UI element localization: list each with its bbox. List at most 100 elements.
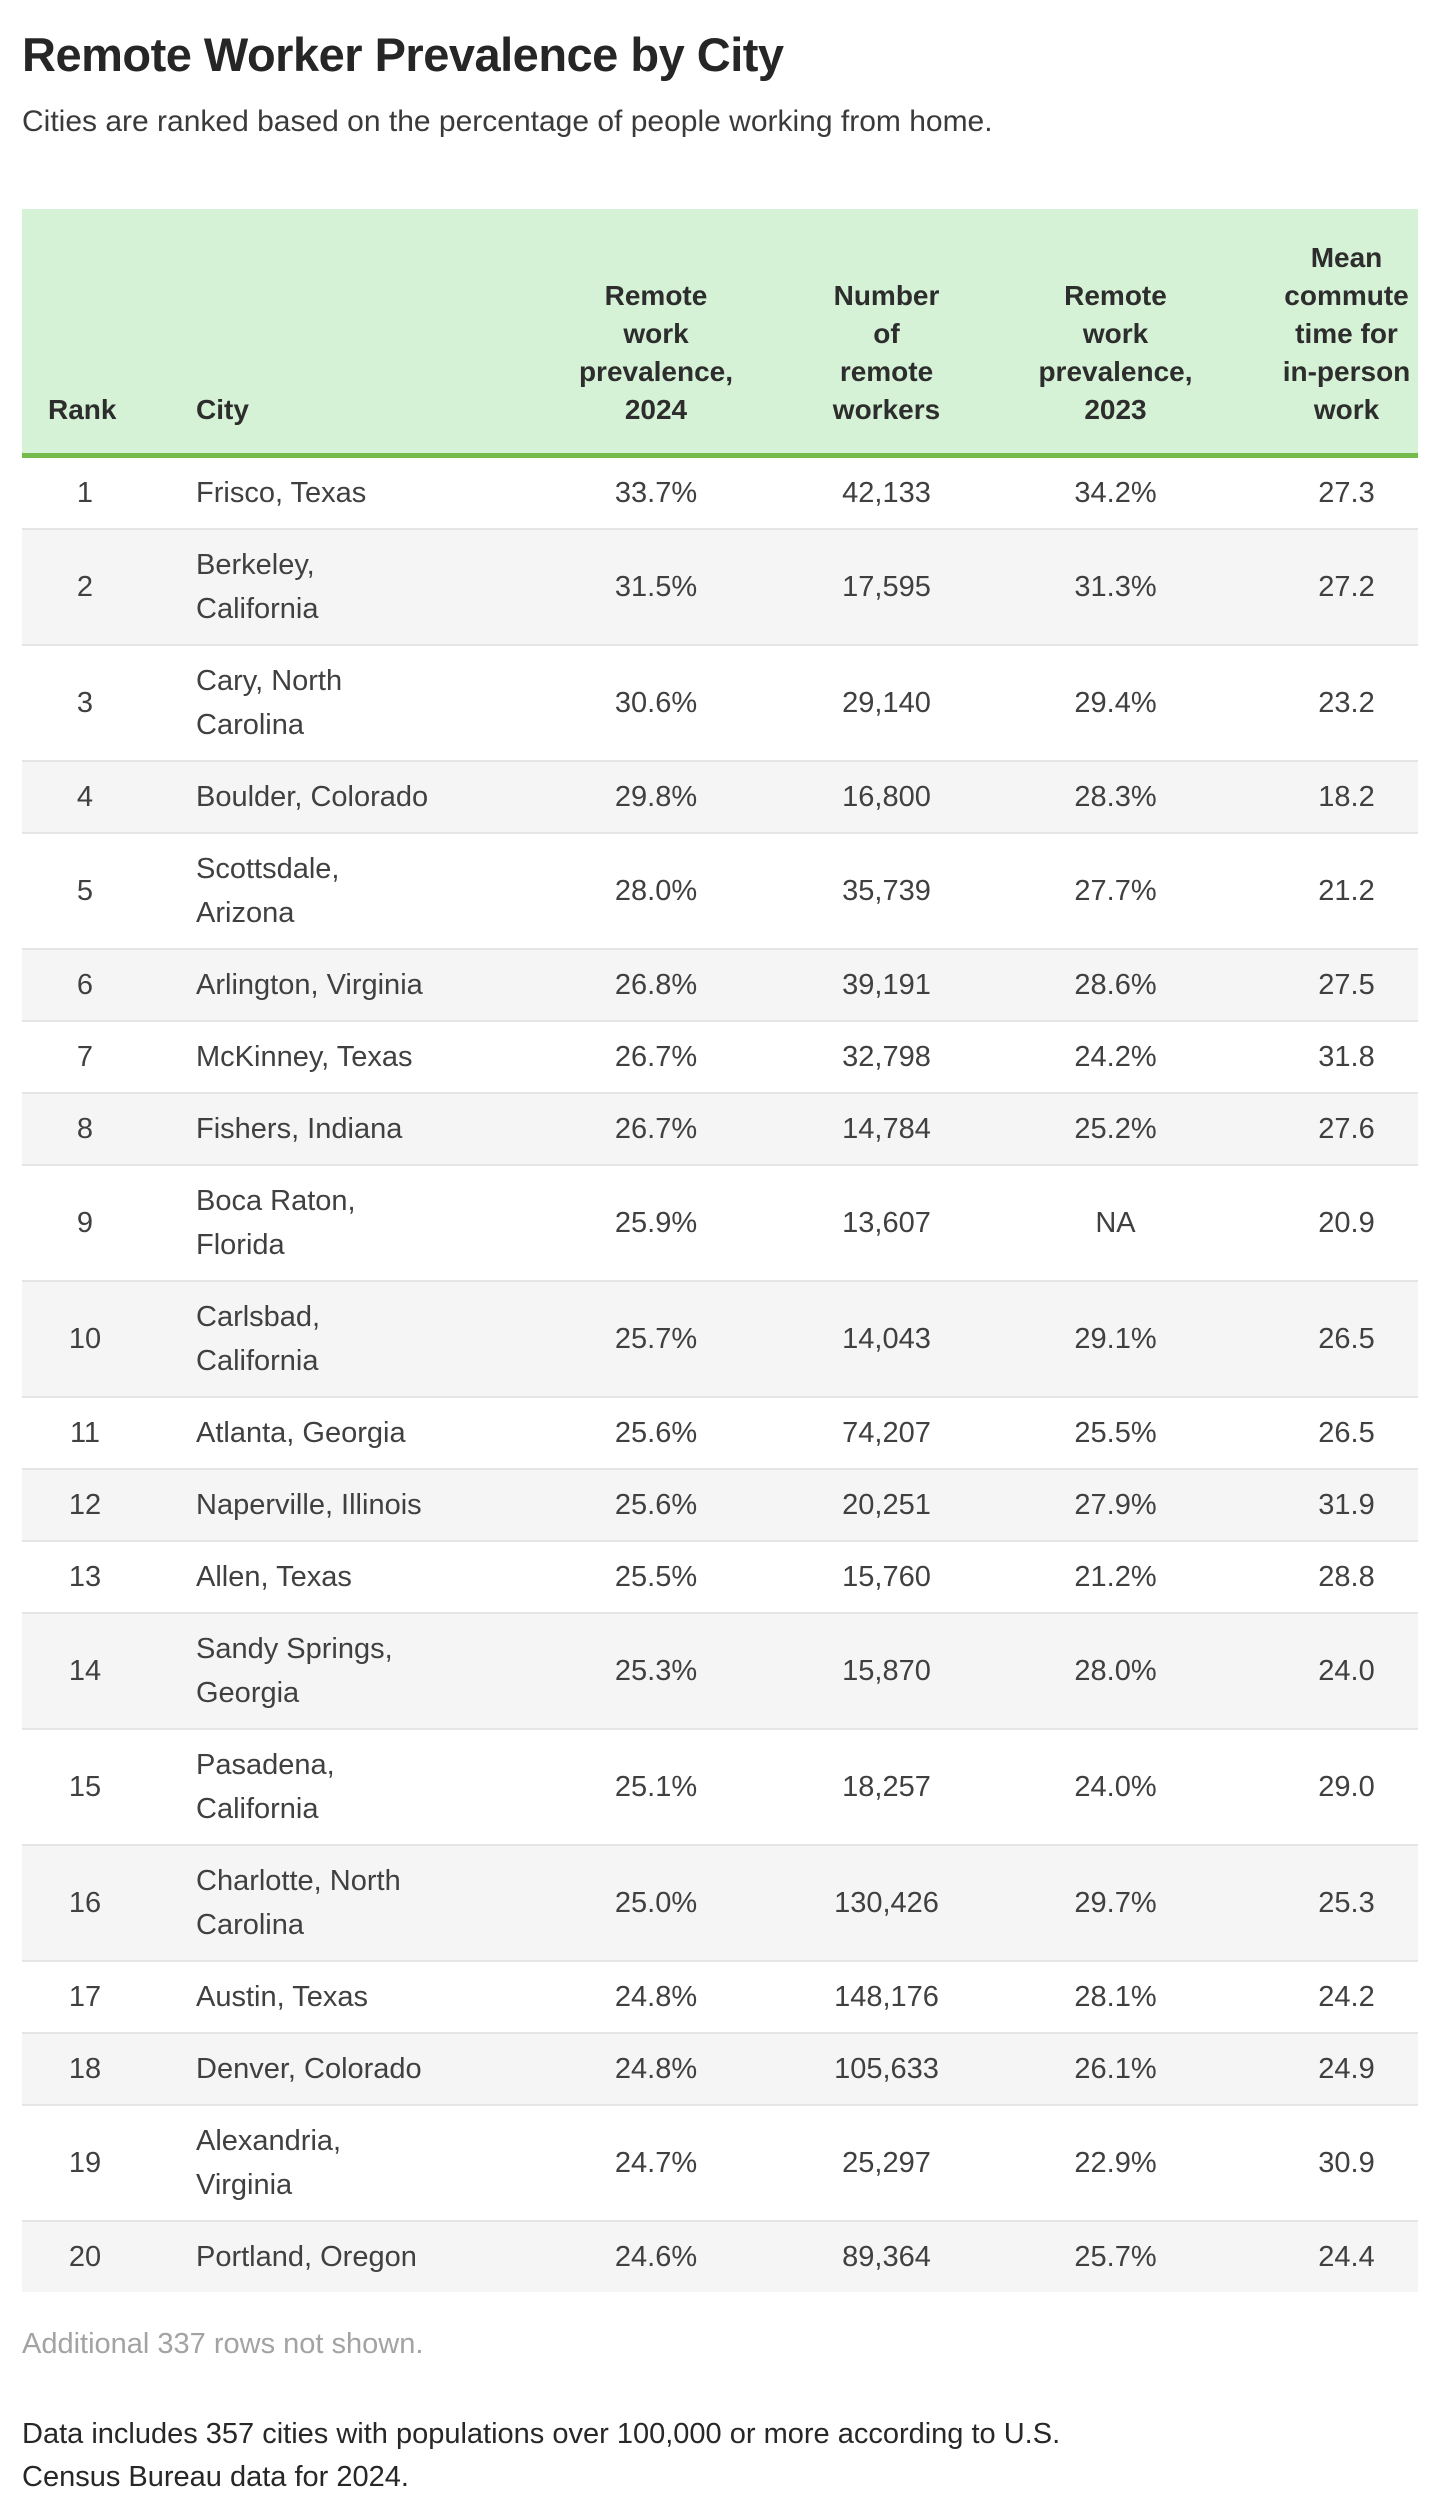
rank-cell: 20	[68, 2240, 102, 2273]
prevalence-2023-cell: 28.0%	[1074, 1654, 1157, 1687]
prevalence-2024-cell: 24.7%	[614, 2146, 698, 2179]
table-row: 11 Atlanta, Georgia 25.6% 74,207 25.5% 2…	[22, 1396, 1418, 1469]
commute-time-cell: 24.0	[1318, 1654, 1375, 1687]
city-cell: Berkeley, California	[196, 548, 319, 625]
prevalence-2024-cell: 24.8%	[614, 1980, 698, 2013]
commute-time-cell: 31.9	[1318, 1488, 1375, 1521]
city-cell: Naperville, Illinois	[196, 1488, 422, 1521]
prevalence-2023-cell: 21.2%	[1074, 1560, 1157, 1593]
table-header-row: Rank City Remote work prevalence, 2024 N…	[22, 208, 1418, 456]
city-cell: Atlanta, Georgia	[196, 1416, 406, 1449]
commute-time-cell: 23.2	[1318, 686, 1375, 719]
commute-time-cell: 24.2	[1318, 1980, 1375, 2013]
prevalence-2023-cell: 22.9%	[1074, 2146, 1157, 2179]
prevalence-2023-cell: 31.3%	[1074, 570, 1157, 603]
prevalence-2024-cell: 26.8%	[614, 968, 698, 1001]
prevalence-2023-cell: 25.2%	[1074, 1112, 1157, 1145]
prevalence-2023-cell: 25.5%	[1074, 1416, 1157, 1449]
prevalence-2024-cell: 24.6%	[614, 2240, 698, 2273]
remote-workers-cell: 15,870	[842, 1654, 931, 1687]
city-cell: Cary, North Carolina	[196, 664, 343, 741]
table-row: 20 Portland, Oregon 24.6% 89,364 25.7% 2…	[22, 2220, 1418, 2292]
prevalence-2024-cell: 30.6%	[614, 686, 698, 719]
column-header-city: City	[168, 208, 540, 456]
table-row: 17 Austin, Texas 24.8% 148,176 28.1% 24.…	[22, 1960, 1418, 2033]
table-row: 8 Fishers, Indiana 26.7% 14,784 25.2% 27…	[22, 1092, 1418, 1165]
table-row: 12 Naperville, Illinois 25.6% 20,251 27.…	[22, 1468, 1418, 1541]
city-cell: Austin, Texas	[196, 1980, 368, 2013]
remote-workers-cell: 29,140	[842, 686, 931, 719]
remote-work-table: Rank City Remote work prevalence, 2024 N…	[22, 208, 1418, 2292]
city-cell: Fishers, Indiana	[196, 1112, 403, 1145]
table-row: 10 Carlsbad, California 25.7% 14,043 29.…	[22, 1280, 1418, 1397]
remote-workers-cell: 18,257	[842, 1770, 931, 1803]
remote-workers-cell: 39,191	[842, 968, 931, 1001]
prevalence-2024-cell: 26.7%	[614, 1040, 698, 1073]
column-header-prevalence-2023: Remote work prevalence, 2023	[1001, 208, 1230, 456]
table-row: 3 Cary, North Carolina 30.6% 29,140 29.4…	[22, 644, 1418, 761]
prevalence-2023-cell: 27.7%	[1074, 874, 1157, 907]
commute-time-cell: 20.9	[1318, 1206, 1375, 1239]
remote-workers-cell: 17,595	[842, 570, 931, 603]
prevalence-2023-cell: 24.2%	[1074, 1040, 1157, 1073]
city-cell: McKinney, Texas	[196, 1040, 413, 1073]
rank-cell: 14	[68, 1654, 102, 1687]
remote-workers-cell: 42,133	[842, 476, 931, 509]
prevalence-2023-cell: 28.1%	[1074, 1980, 1157, 2013]
remote-workers-cell: 16,800	[842, 780, 931, 813]
commute-time-cell: 21.2	[1318, 874, 1375, 907]
prevalence-2024-cell: 25.7%	[614, 1322, 698, 1355]
column-header-remote-workers: Number of remote workers	[772, 208, 1001, 456]
prevalence-2024-cell: 33.7%	[614, 476, 698, 509]
prevalence-2023-cell: 28.3%	[1074, 780, 1157, 813]
rank-cell: 7	[76, 1040, 94, 1073]
city-cell: Boca Raton, Florida	[196, 1184, 356, 1261]
remote-workers-cell: 15,760	[842, 1560, 931, 1593]
commute-time-cell: 30.9	[1318, 2146, 1375, 2179]
column-header-commute-time: Mean commute time for in-person work	[1230, 208, 1418, 456]
prevalence-2024-cell: 25.6%	[614, 1416, 698, 1449]
prevalence-2024-cell: 29.8%	[614, 780, 698, 813]
table-row: 15 Pasadena, California 25.1% 18,257 24.…	[22, 1728, 1418, 1845]
rank-cell: 8	[76, 1112, 94, 1145]
commute-time-cell: 18.2	[1318, 780, 1375, 813]
table-row: 19 Alexandria, Virginia 24.7% 25,297 22.…	[22, 2104, 1418, 2221]
commute-time-cell: 27.6	[1318, 1112, 1375, 1145]
prevalence-2023-cell: 29.7%	[1074, 1886, 1157, 1919]
table-row: 4 Boulder, Colorado 29.8% 16,800 28.3% 1…	[22, 760, 1418, 833]
prevalence-2024-cell: 28.0%	[614, 874, 698, 907]
remote-workers-cell: 74,207	[842, 1416, 931, 1449]
prevalence-2024-cell: 25.6%	[614, 1488, 698, 1521]
prevalence-2023-cell: NA	[1095, 1206, 1136, 1239]
table-row: 2 Berkeley, California 31.5% 17,595 31.3…	[22, 528, 1418, 645]
table-row: 13 Allen, Texas 25.5% 15,760 21.2% 28.8	[22, 1540, 1418, 1613]
commute-time-cell: 26.5	[1318, 1322, 1375, 1355]
city-cell: Frisco, Texas	[196, 476, 367, 509]
table-row: 18 Denver, Colorado 24.8% 105,633 26.1% …	[22, 2032, 1418, 2105]
city-cell: Allen, Texas	[196, 1560, 352, 1593]
prevalence-2024-cell: 31.5%	[614, 570, 698, 603]
city-cell: Sandy Springs, Georgia	[196, 1632, 393, 1709]
prevalence-2024-cell: 25.0%	[614, 1886, 698, 1919]
table-row: 1 Frisco, Texas 33.7% 42,133 34.2% 27.3	[22, 455, 1418, 529]
prevalence-2023-cell: 24.0%	[1074, 1770, 1157, 1803]
remote-workers-cell: 148,176	[834, 1980, 939, 2013]
remote-workers-cell: 32,798	[842, 1040, 931, 1073]
prevalence-2023-cell: 29.4%	[1074, 686, 1157, 719]
rank-cell: 10	[68, 1322, 102, 1355]
prevalence-2024-cell: 24.8%	[614, 2052, 698, 2085]
prevalence-2024-cell: 25.5%	[614, 1560, 698, 1593]
commute-time-cell: 24.9	[1318, 2052, 1375, 2085]
city-cell: Portland, Oregon	[196, 2240, 417, 2273]
table-row: 14 Sandy Springs, Georgia 25.3% 15,870 2…	[22, 1612, 1418, 1729]
rank-cell: 19	[68, 2146, 102, 2179]
remote-workers-cell: 89,364	[842, 2240, 931, 2273]
commute-time-cell: 27.2	[1318, 570, 1375, 603]
commute-time-cell: 31.8	[1318, 1040, 1375, 1073]
remote-workers-cell: 14,784	[842, 1112, 931, 1145]
prevalence-2023-cell: 29.1%	[1074, 1322, 1157, 1355]
remote-workers-cell: 25,297	[842, 2146, 931, 2179]
table-row: 5 Scottsdale, Arizona 28.0% 35,739 27.7%…	[22, 832, 1418, 949]
city-cell: Arlington, Virginia	[196, 968, 423, 1001]
